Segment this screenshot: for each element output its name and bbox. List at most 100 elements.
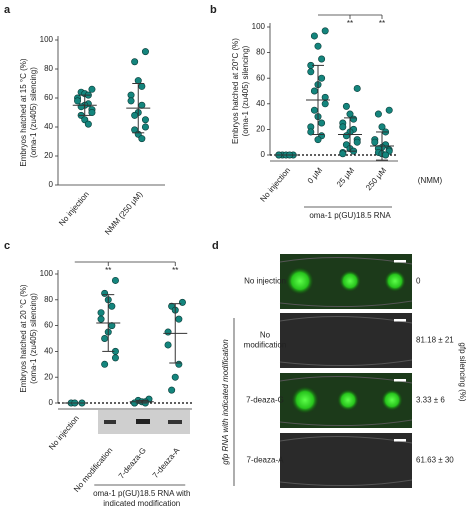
data-point bbox=[318, 74, 326, 82]
data-point bbox=[141, 116, 149, 124]
data-point bbox=[141, 123, 149, 131]
data-point bbox=[318, 119, 326, 127]
y-tick-label: 60 bbox=[44, 93, 53, 102]
data-point bbox=[127, 97, 135, 105]
data-point bbox=[127, 91, 135, 99]
data-point bbox=[307, 128, 315, 136]
y-tick-label: 20 bbox=[44, 151, 53, 160]
data-point bbox=[310, 32, 318, 40]
y-axis-label: (oma-1 (zu405) silencing) bbox=[29, 293, 38, 384]
significance-label: ** bbox=[172, 266, 178, 275]
y-tick-label: 0 bbox=[49, 398, 54, 407]
data-point bbox=[310, 106, 318, 114]
group-label: indicated modification bbox=[103, 499, 180, 508]
data-point bbox=[111, 354, 119, 362]
y-tick-label: 80 bbox=[256, 48, 265, 57]
data-point bbox=[339, 123, 347, 131]
data-point bbox=[141, 48, 149, 56]
data-point bbox=[382, 151, 390, 159]
y-tick-label: 100 bbox=[40, 269, 54, 278]
gfp-signal bbox=[339, 270, 361, 292]
row-label: 7-deaza-G bbox=[246, 396, 284, 405]
y-tick-label: 0 bbox=[261, 150, 266, 159]
data-point bbox=[374, 110, 382, 118]
x-tick-label: 7-deaza-G bbox=[117, 446, 148, 481]
side-label: gfp RNA with indicated modification bbox=[221, 339, 230, 465]
panel-label: b bbox=[210, 4, 217, 16]
data-point bbox=[138, 135, 146, 143]
data-point bbox=[171, 373, 179, 381]
data-point bbox=[88, 109, 96, 117]
row-value: 3.33 ± 6 bbox=[416, 396, 445, 405]
data-point bbox=[175, 315, 183, 323]
data-point bbox=[74, 97, 82, 105]
data-point bbox=[101, 360, 109, 368]
data-point bbox=[134, 77, 142, 85]
row-label: modification bbox=[244, 341, 287, 350]
data-point bbox=[111, 276, 119, 284]
gfp-signal bbox=[291, 386, 319, 414]
y-axis-label: Embryos hatched at 20 °C (%) bbox=[19, 284, 28, 392]
data-point bbox=[164, 328, 172, 336]
data-point bbox=[131, 58, 139, 66]
data-point bbox=[101, 289, 109, 297]
data-point bbox=[350, 115, 358, 123]
data-point bbox=[321, 100, 329, 108]
significance-label: ** bbox=[105, 266, 111, 275]
row-value: 81.18 ± 21 bbox=[416, 336, 454, 345]
significance-label: ** bbox=[379, 19, 385, 28]
y-tick-label: 40 bbox=[44, 347, 53, 356]
gel-band bbox=[104, 420, 116, 424]
microscopy-image bbox=[280, 433, 412, 488]
microscopy-image bbox=[280, 313, 412, 368]
data-point bbox=[97, 315, 105, 323]
data-point bbox=[84, 120, 92, 128]
data-point bbox=[342, 132, 350, 140]
data-point bbox=[108, 302, 116, 310]
data-point bbox=[97, 309, 105, 317]
row-label: No bbox=[260, 331, 271, 340]
x-tick-label: 7-deaza-A bbox=[151, 445, 182, 480]
axis-note: (NMM) bbox=[418, 176, 443, 185]
data-point bbox=[175, 360, 183, 368]
y-tick-label: 20 bbox=[256, 125, 265, 134]
y-axis-label: Embryos hatched at 15 °C (%) bbox=[19, 58, 28, 166]
row-label: No injection bbox=[244, 277, 286, 286]
gfp-signal bbox=[381, 389, 403, 411]
data-point bbox=[353, 138, 361, 146]
value-title: gfp silencing (%) bbox=[458, 342, 467, 401]
gfp-signal bbox=[384, 270, 406, 292]
data-point bbox=[138, 82, 146, 90]
data-point bbox=[314, 42, 322, 50]
panel-label: c bbox=[4, 240, 10, 252]
data-point bbox=[314, 136, 322, 144]
y-tick-label: 100 bbox=[252, 22, 266, 31]
y-tick-label: 0 bbox=[49, 180, 54, 189]
x-tick-label: NMM (250 μM) bbox=[103, 190, 144, 237]
y-tick-label: 60 bbox=[44, 321, 53, 330]
x-tick-label: 250 μM bbox=[364, 166, 388, 193]
data-point bbox=[342, 102, 350, 110]
panel-label: d bbox=[212, 240, 219, 252]
data-point bbox=[168, 386, 176, 394]
y-axis-label: (oma-1 (zu405) silencing) bbox=[29, 67, 38, 158]
panel-label: a bbox=[4, 4, 11, 16]
data-point bbox=[131, 111, 139, 119]
y-tick-label: 80 bbox=[44, 295, 53, 304]
x-tick-label: No modification bbox=[72, 446, 114, 494]
y-tick-label: 40 bbox=[256, 99, 265, 108]
data-point bbox=[178, 298, 186, 306]
gfp-signal bbox=[337, 389, 359, 411]
scale-bar bbox=[394, 379, 406, 382]
data-point bbox=[371, 138, 379, 146]
significance-label: ** bbox=[347, 19, 353, 28]
data-point bbox=[88, 85, 96, 93]
group-label: oma-1 p(GU)18.5 RNA bbox=[309, 211, 391, 220]
data-point bbox=[378, 123, 386, 131]
y-axis-label: Embryos hatched at 20°C (%) bbox=[231, 38, 240, 144]
group-label: oma-1 p(GU)18.5 RNA with bbox=[93, 489, 190, 498]
y-tick-label: 20 bbox=[44, 372, 53, 381]
y-tick-label: 40 bbox=[44, 122, 53, 131]
x-tick-label: No injection bbox=[47, 414, 81, 452]
